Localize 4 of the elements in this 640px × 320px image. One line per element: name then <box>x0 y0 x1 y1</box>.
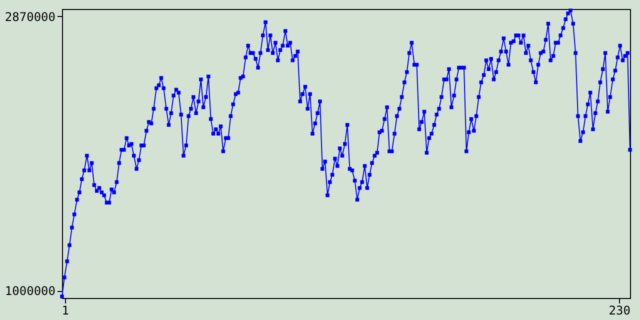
y-tick-label: 2870000 <box>4 10 56 24</box>
x-tick-label: 1 <box>62 304 70 318</box>
y-tick-label: 1000000 <box>4 284 56 298</box>
x-tick-label: 230 <box>608 304 630 318</box>
